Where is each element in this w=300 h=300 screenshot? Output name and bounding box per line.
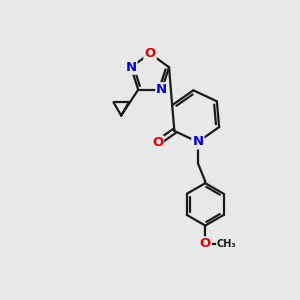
Text: O: O (200, 237, 211, 250)
Text: O: O (152, 136, 163, 149)
Text: O: O (144, 47, 156, 60)
Text: N: N (156, 83, 167, 96)
Text: N: N (125, 61, 136, 74)
Text: N: N (192, 136, 203, 148)
Text: CH₃: CH₃ (217, 239, 237, 249)
